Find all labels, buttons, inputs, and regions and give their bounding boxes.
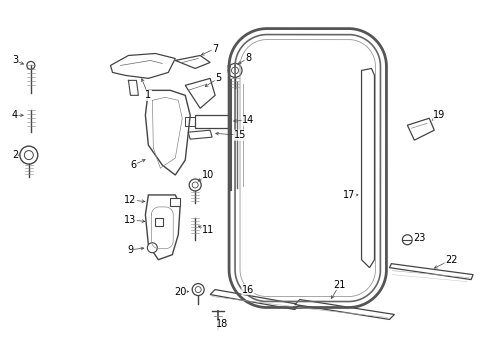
- Circle shape: [147, 243, 157, 253]
- Polygon shape: [145, 90, 190, 175]
- Circle shape: [27, 62, 35, 69]
- Text: 13: 13: [124, 215, 136, 225]
- Circle shape: [402, 235, 411, 245]
- Text: 21: 21: [333, 280, 345, 289]
- Text: 12: 12: [124, 195, 136, 205]
- Polygon shape: [175, 55, 210, 68]
- Text: 15: 15: [233, 130, 245, 140]
- Polygon shape: [210, 289, 299, 310]
- Text: 4: 4: [12, 110, 18, 120]
- Circle shape: [189, 179, 201, 191]
- Polygon shape: [145, 195, 180, 260]
- Text: 20: 20: [174, 287, 186, 297]
- Circle shape: [192, 284, 203, 296]
- Polygon shape: [155, 218, 163, 226]
- Text: 22: 22: [444, 255, 456, 265]
- Polygon shape: [195, 115, 229, 128]
- Polygon shape: [407, 118, 433, 140]
- Text: 17: 17: [343, 190, 355, 200]
- Text: 8: 8: [244, 54, 250, 63]
- Polygon shape: [170, 198, 180, 206]
- Text: 9: 9: [127, 245, 133, 255]
- Text: 18: 18: [216, 319, 228, 329]
- Circle shape: [20, 146, 38, 164]
- Text: 23: 23: [412, 233, 425, 243]
- Text: 6: 6: [130, 160, 136, 170]
- Text: 19: 19: [432, 110, 445, 120]
- Polygon shape: [110, 54, 175, 78]
- Polygon shape: [185, 78, 215, 108]
- Text: 5: 5: [215, 73, 221, 84]
- Text: 3: 3: [12, 55, 18, 66]
- Circle shape: [227, 63, 242, 77]
- Polygon shape: [294, 300, 394, 319]
- Text: 7: 7: [212, 44, 218, 54]
- Polygon shape: [388, 264, 472, 280]
- Text: 2: 2: [12, 150, 18, 160]
- Text: 14: 14: [242, 115, 254, 125]
- Polygon shape: [361, 68, 374, 268]
- Text: 10: 10: [202, 170, 214, 180]
- Text: 11: 11: [202, 225, 214, 235]
- Text: 16: 16: [242, 284, 254, 294]
- Polygon shape: [188, 130, 212, 139]
- Text: 1: 1: [145, 90, 151, 100]
